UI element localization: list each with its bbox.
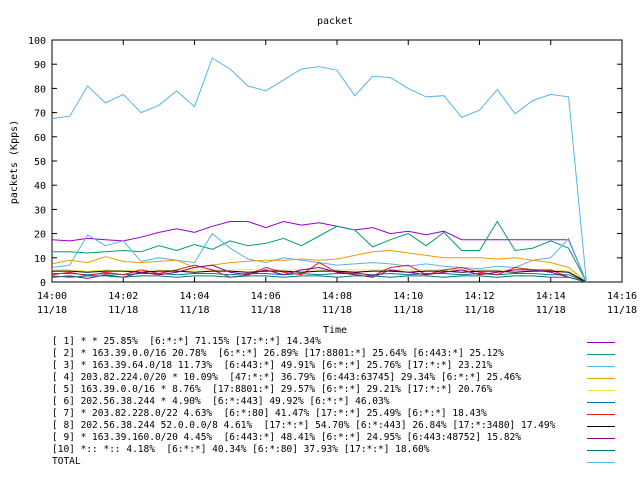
legend-item: [ 4] 203.82.224.0/20 * 10.09% [47:*:*] 3… xyxy=(52,372,622,384)
x-tick-label-time: 14:00 xyxy=(37,291,67,302)
x-tick-label-date: 11/18 xyxy=(37,305,67,316)
legend-label: [ 3] * 163.39.64.0/18 11.73% [6:443:*] 4… xyxy=(52,360,493,371)
legend-label: [ 4] 203.82.224.0/20 * 10.09% [47:*:*] 3… xyxy=(52,372,521,383)
x-tick-label-time: 14:16 xyxy=(607,291,637,302)
legend-label: [ 1] * * 25.85% [6:*:*] 71.15% [17:*:*] … xyxy=(52,336,321,347)
legend-swatch xyxy=(587,414,615,415)
legend-item: [10] *:: *:: 4.18% [6:*:*] 40.34% [6:*:8… xyxy=(52,444,622,456)
x-tick-label-date: 11/18 xyxy=(393,305,423,316)
x-tick-label-date: 11/18 xyxy=(607,305,637,316)
x-tick-label-time: 14:10 xyxy=(393,291,423,302)
legend-label: TOTAL xyxy=(52,456,81,467)
y-axis: 0 10 20 30 40 50 60 70 80 90 100 xyxy=(28,36,622,289)
y-tick-label: 60 xyxy=(34,133,46,144)
legend-label: [ 9] * 163.39.160.0/20 4.45% [6:443:*] 4… xyxy=(52,432,521,443)
legend-item: [ 9] * 163.39.160.0/20 4.45% [6:443:*] 4… xyxy=(52,432,622,444)
legend-label: [ 5] 163.39.0.0/16 * 8.76% [17:8801:*] 2… xyxy=(52,384,493,395)
y-tick-label: 100 xyxy=(28,36,46,47)
plot-frame xyxy=(51,39,623,283)
legend-swatch xyxy=(587,402,615,403)
legend-item: [ 6] 202.56.38.244 * 4.90% [6:*:443] 49.… xyxy=(52,396,622,408)
legend-label: [ 8] 202.56.38.244 52.0.0.0/8 4.61% [17:… xyxy=(52,420,556,431)
legend-swatch xyxy=(587,354,615,355)
legend-swatch xyxy=(587,378,615,379)
x-tick-label-time: 14:04 xyxy=(179,291,209,302)
legend-item: [ 1] * * 25.85% [6:*:*] 71.15% [17:*:*] … xyxy=(52,336,622,348)
x-tick-label-time: 14:14 xyxy=(536,291,566,302)
legend-item: [ 2] * 163.39.0.0/16 20.78% [6:*:*] 26.8… xyxy=(52,348,622,360)
legend-label: [10] *:: *:: 4.18% [6:*:*] 40.34% [6:*:8… xyxy=(52,444,430,455)
x-tick-label-date: 11/18 xyxy=(108,305,138,316)
legend-item: [ 3] * 163.39.64.0/18 11.73% [6:443:*] 4… xyxy=(52,360,622,372)
x-tick-label-time: 14:08 xyxy=(322,291,352,302)
y-tick-label: 30 xyxy=(34,205,46,216)
y-tick-label: 20 xyxy=(34,230,46,241)
legend-swatch xyxy=(587,426,615,427)
legend-swatch xyxy=(587,438,615,439)
y-tick-label: 50 xyxy=(34,157,46,168)
x-tick-label-time: 14:12 xyxy=(464,291,494,302)
x-axis-label: Time xyxy=(323,325,347,336)
series-line-1 xyxy=(51,220,587,283)
x-tick-label-time: 14:06 xyxy=(251,291,281,302)
x-tick-label-time: 14:02 xyxy=(108,291,138,302)
y-tick-label: 70 xyxy=(34,109,46,120)
series-lines xyxy=(51,57,587,283)
legend-swatch xyxy=(587,390,615,391)
legend-item: [ 7] * 203.82.228.0/22 4.63% [6:*:80] 41… xyxy=(52,408,622,420)
legend-swatch xyxy=(587,366,615,367)
legend-swatch xyxy=(587,342,615,343)
x-axis: 14:00 11/18 14:02 11/18 14:04 11/18 14:06 11/18… xyxy=(37,40,637,316)
series-line-11 xyxy=(51,57,587,283)
y-tick-label: 90 xyxy=(34,60,46,71)
y-tick-label: 10 xyxy=(34,254,46,265)
y-tick-label: 0 xyxy=(40,278,46,289)
x-tick-label-date: 11/18 xyxy=(464,305,494,316)
series-line-4 xyxy=(51,249,587,283)
chart-title: packet xyxy=(317,16,353,27)
series-line-2 xyxy=(52,220,587,283)
y-axis-label: packets (Kpps) xyxy=(9,120,20,204)
legend-swatch xyxy=(587,450,615,451)
series-line-10 xyxy=(51,275,587,283)
x-tick-label-date: 11/18 xyxy=(536,305,566,316)
x-tick-label-date: 11/18 xyxy=(251,305,281,316)
legend-item: [ 5] 163.39.0.0/16 * 8.76% [17:8801:*] 2… xyxy=(52,384,622,396)
legend-label: [ 7] * 203.82.228.0/22 4.63% [6:*:80] 41… xyxy=(52,408,487,419)
y-tick-label: 40 xyxy=(34,181,46,192)
series-line-7 xyxy=(51,262,587,283)
legend-item: [ 8] 202.56.38.244 52.0.0.0/8 4.61% [17:… xyxy=(52,420,622,432)
legend-label: [ 2] * 163.39.0.0/16 20.78% [6:*:*] 26.8… xyxy=(52,348,504,359)
x-tick-label-date: 11/18 xyxy=(322,305,352,316)
y-tick-label: 80 xyxy=(34,84,46,95)
legend-swatch xyxy=(587,462,615,463)
x-tick-label-date: 11/18 xyxy=(179,305,209,316)
legend-label: [ 6] 202.56.38.244 * 4.90% [6:*:443] 49.… xyxy=(52,396,390,407)
legend-item: TOTAL xyxy=(52,456,622,468)
series-line-9 xyxy=(51,264,587,283)
